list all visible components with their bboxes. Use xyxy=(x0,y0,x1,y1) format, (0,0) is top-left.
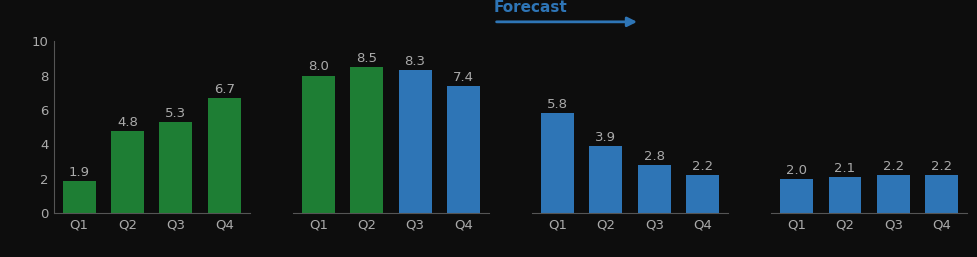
Bar xyxy=(541,113,573,213)
Bar xyxy=(350,67,383,213)
Bar xyxy=(828,177,862,213)
Text: 2.2: 2.2 xyxy=(692,160,713,173)
Text: 1.9: 1.9 xyxy=(68,166,90,179)
Text: 7.4: 7.4 xyxy=(453,71,474,84)
Text: Forecast: Forecast xyxy=(493,1,568,15)
Text: 2.0: 2.0 xyxy=(786,164,807,177)
Bar xyxy=(111,131,144,213)
Bar xyxy=(447,86,480,213)
Bar xyxy=(208,98,241,213)
Text: 2.1: 2.1 xyxy=(834,162,856,175)
Text: 8.3: 8.3 xyxy=(404,55,426,68)
Text: 8.5: 8.5 xyxy=(357,52,377,65)
Bar xyxy=(589,146,622,213)
Text: 2.2: 2.2 xyxy=(931,160,953,173)
Text: 2.2: 2.2 xyxy=(883,160,904,173)
Bar xyxy=(399,70,432,213)
Bar xyxy=(63,181,96,213)
Text: 8.0: 8.0 xyxy=(308,60,328,74)
Text: 5.8: 5.8 xyxy=(547,98,568,111)
Text: 6.7: 6.7 xyxy=(214,83,234,96)
Bar xyxy=(638,165,671,213)
Bar xyxy=(877,176,910,213)
Bar xyxy=(302,76,335,213)
Bar xyxy=(159,122,192,213)
Text: 2.8: 2.8 xyxy=(644,150,664,163)
Bar xyxy=(686,176,719,213)
Text: 4.8: 4.8 xyxy=(117,116,138,128)
Text: 5.3: 5.3 xyxy=(165,107,187,120)
Bar xyxy=(925,176,958,213)
Text: 3.9: 3.9 xyxy=(595,131,616,144)
Bar xyxy=(780,179,813,213)
